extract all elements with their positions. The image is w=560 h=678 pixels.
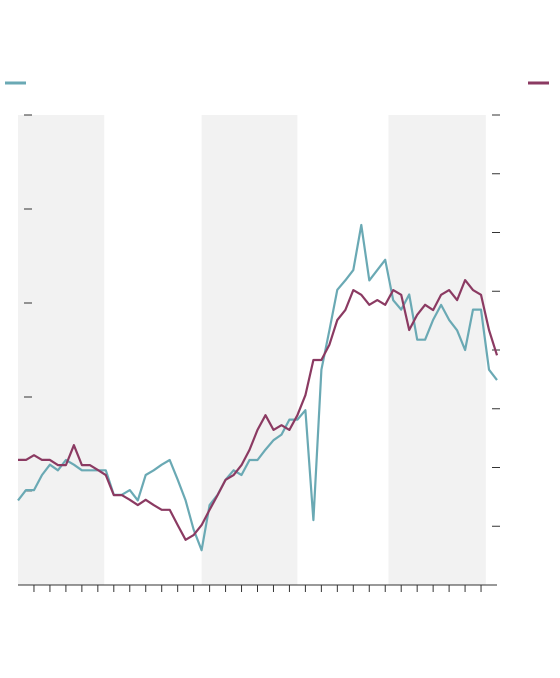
shaded-band: [201, 115, 298, 585]
data-line: [18, 279, 499, 541]
shaded-band: [388, 115, 486, 585]
shaded-band: [18, 115, 105, 585]
